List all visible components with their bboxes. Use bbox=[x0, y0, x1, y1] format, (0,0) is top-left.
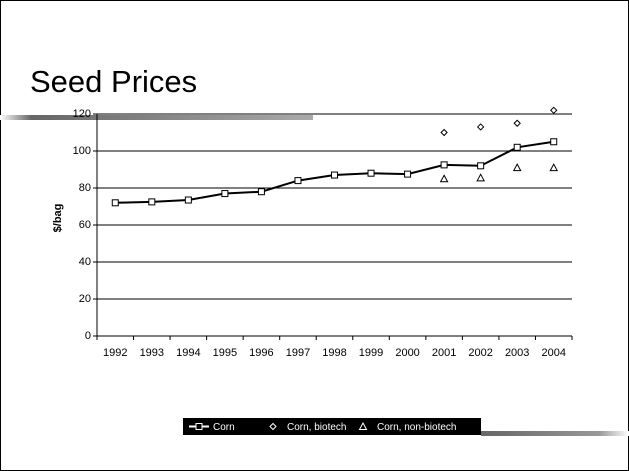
legend-label: Corn, biotech bbox=[287, 422, 346, 433]
x-tick-label: 1999 bbox=[359, 347, 383, 359]
x-tick-label: 2002 bbox=[468, 347, 492, 359]
x-tick-label: 1997 bbox=[286, 347, 310, 359]
x-tick-label: 2001 bbox=[432, 347, 456, 359]
x-tick-label: 1994 bbox=[176, 347, 200, 359]
y-tick-label: 20 bbox=[79, 293, 91, 305]
x-tick-label: 2003 bbox=[505, 347, 529, 359]
y-tick-label: 80 bbox=[79, 182, 91, 194]
marker-square bbox=[221, 190, 229, 198]
marker-triangle bbox=[476, 173, 485, 182]
marker-diamond bbox=[440, 128, 448, 137]
y-tick-label: 100 bbox=[73, 145, 91, 157]
marker-triangle bbox=[358, 421, 368, 430]
marker-triangle bbox=[549, 163, 559, 172]
marker-square bbox=[257, 188, 265, 196]
x-tick-label: 2004 bbox=[541, 347, 565, 359]
x-tick-label: 1996 bbox=[249, 347, 273, 359]
decor-bar bbox=[481, 431, 629, 436]
marker-triangle bbox=[512, 163, 522, 172]
marker-diamond bbox=[476, 123, 485, 131]
slide-title: Seed Prices bbox=[30, 64, 197, 99]
marker-square bbox=[195, 423, 203, 430]
y-tick-label: 60 bbox=[79, 219, 91, 231]
x-tick-label: 1992 bbox=[103, 347, 127, 359]
marker-square bbox=[440, 161, 448, 169]
marker-square bbox=[513, 143, 521, 151]
legend-label: Corn bbox=[213, 422, 235, 433]
marker-square bbox=[550, 138, 558, 146]
marker-square bbox=[367, 169, 375, 177]
marker-diamond bbox=[269, 422, 277, 431]
legend-label: Corn, non-biotech bbox=[377, 422, 457, 433]
marker-square bbox=[294, 177, 302, 185]
marker-square bbox=[111, 199, 119, 207]
y-axis-label: $/bag bbox=[52, 204, 64, 233]
marker-square bbox=[331, 171, 338, 179]
marker-triangle bbox=[439, 174, 449, 183]
marker-diamond bbox=[513, 119, 521, 127]
y-tick-label: 40 bbox=[79, 256, 91, 268]
marker-square bbox=[148, 198, 156, 206]
x-tick-label: 2000 bbox=[395, 347, 419, 359]
decor-bar bbox=[0, 115, 313, 120]
legend-box bbox=[183, 418, 481, 435]
x-tick-label: 1995 bbox=[213, 347, 237, 359]
marker-diamond bbox=[550, 106, 558, 115]
y-tick-label: 0 bbox=[85, 330, 91, 342]
marker-square bbox=[404, 170, 412, 178]
x-tick-label: 1993 bbox=[140, 347, 164, 359]
x-tick-label: 1998 bbox=[322, 347, 346, 359]
y-tick-label: 120 bbox=[73, 108, 91, 120]
marker-square bbox=[184, 196, 192, 204]
marker-square bbox=[477, 162, 485, 170]
